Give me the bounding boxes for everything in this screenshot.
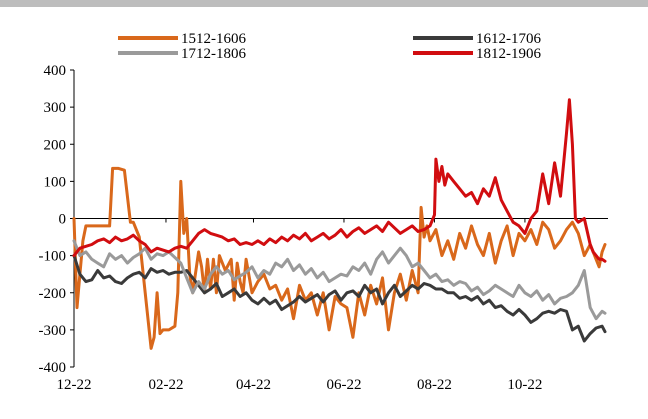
x-tick-label: 04-22: [236, 377, 271, 393]
y-tick-label: -100: [39, 249, 67, 265]
legend: 1512-1606 1612-1706 1712-1806 1812-1906: [118, 31, 541, 62]
x-tick-label: 10-22: [507, 377, 542, 393]
x-tick-label: 06-22: [326, 377, 361, 393]
y-tick-label: -300: [39, 323, 67, 339]
series-group: [72, 98, 607, 350]
legend-label-1712-1806: 1712-1806: [181, 46, 246, 62]
top-banner-bar: [0, 0, 648, 7]
x-axis: 12-22 02-22 04-22 06-22 08-22 10-22: [57, 218, 608, 393]
x-tick-label: 12-22: [57, 377, 92, 393]
y-axis: 400 300 200 100 0 -100 -200 -300 -400: [39, 63, 75, 376]
y-tick-label: 200: [44, 137, 67, 153]
y-tick-label: 100: [44, 174, 67, 190]
y-tick-label: -400: [39, 360, 67, 376]
series-line-1812-1906: [72, 98, 607, 263]
series-line-1712-1806: [72, 239, 607, 321]
x-tick-label: 02-22: [148, 377, 183, 393]
legend-label-1512-1606: 1512-1606: [181, 31, 246, 47]
legend-label-1612-1706: 1612-1706: [476, 31, 541, 47]
y-tick-label: 300: [44, 100, 67, 116]
x-tick-label: 08-22: [417, 377, 452, 393]
y-tick-label: 400: [44, 63, 67, 79]
legend-label-1812-1906: 1812-1906: [476, 46, 541, 62]
y-tick-label: -200: [39, 286, 67, 302]
y-tick-label: 0: [59, 212, 67, 228]
series-line-1612-1706: [72, 254, 607, 343]
